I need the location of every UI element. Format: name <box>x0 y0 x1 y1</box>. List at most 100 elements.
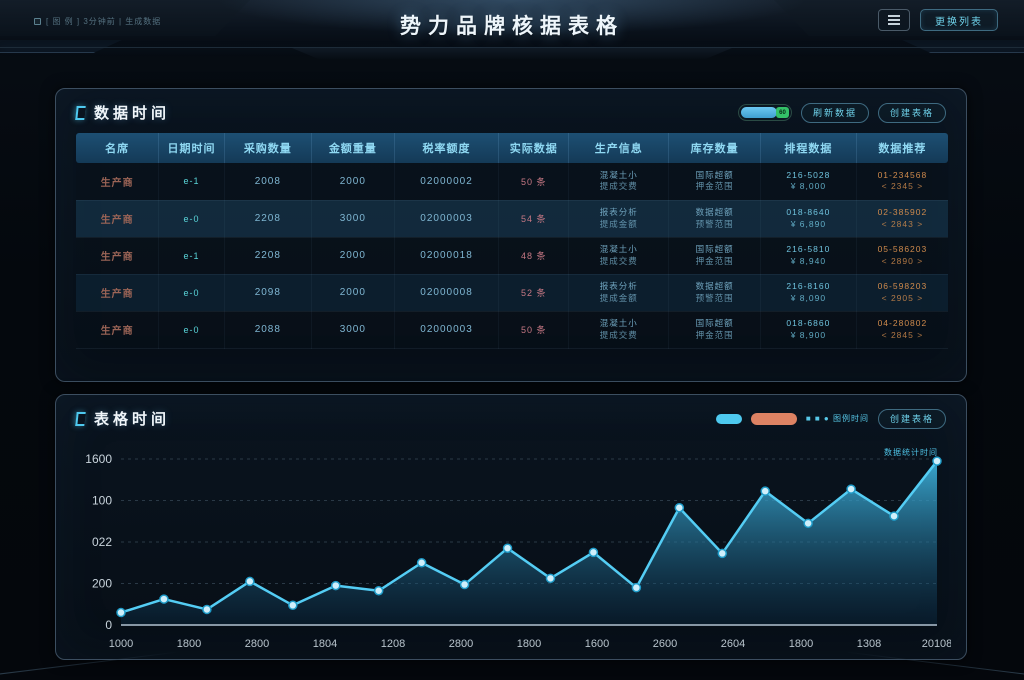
table-cell: 生产商 <box>76 200 160 238</box>
x-tick-label: 2800 <box>449 638 473 650</box>
table-cell: 216-8160 ¥ 8,090 <box>760 274 857 312</box>
x-tick-label: 1208 <box>381 638 405 650</box>
table-cell: 02000008 <box>394 274 500 312</box>
table-row[interactable]: 生产商 e-0 2098 2000 02000008 52 条报表分析 提成金额 数据超额 预警… <box>76 274 948 312</box>
table-cell: 2098 <box>224 274 312 312</box>
chart-create-table-button[interactable]: 创建表格 <box>877 408 946 429</box>
table-cell: 02000002 <box>394 163 500 201</box>
area-fill <box>121 461 937 625</box>
data-point[interactable] <box>631 582 642 593</box>
table-cell: 3000 <box>311 311 395 349</box>
x-tick-label: 20108 <box>922 638 951 650</box>
column-header: 实际数据 <box>498 133 570 163</box>
data-point[interactable] <box>674 503 685 513</box>
data-point[interactable] <box>116 607 126 618</box>
table-cell: 3000 <box>311 200 395 238</box>
table-cell: 04-280802 < 2845 > <box>856 311 948 349</box>
data-point[interactable] <box>717 548 728 559</box>
switch-list-button[interactable]: 更换列表 <box>920 9 998 31</box>
data-point[interactable] <box>288 600 298 611</box>
menu-button[interactable] <box>878 9 910 31</box>
legend-series2-swatch[interactable] <box>750 412 797 425</box>
table-cell: 216-5810 ¥ 8,940 <box>760 237 857 275</box>
table-cell: 国际超额 押金范围 <box>668 311 761 349</box>
data-point[interactable] <box>459 579 470 590</box>
table-cell: 报表分析 提成金额 <box>568 274 670 312</box>
x-tick-label: 2800 <box>245 638 269 650</box>
table-cell: 2208 <box>224 200 312 238</box>
data-point[interactable] <box>803 518 813 529</box>
data-point[interactable] <box>760 486 770 496</box>
create-table-button[interactable]: 创建表格 <box>877 102 946 123</box>
table-cell: 数据超额 预警范围 <box>668 274 761 312</box>
table-cell: 2008 <box>224 163 312 201</box>
x-tick-label: 1804 <box>313 638 337 650</box>
data-table: 名席 日期时间 采购数量 金额重量 税率额度 实际数据 生产信息 库存数量 排程数据 数据推荐 生… <box>76 133 948 349</box>
table-cell: 报表分析 提成金额 <box>568 200 670 238</box>
header-right-deco <box>902 40 1024 53</box>
refresh-data-button[interactable]: 刷新数据 <box>800 102 869 123</box>
data-point[interactable] <box>159 594 169 604</box>
legend-series1-swatch[interactable] <box>715 413 742 424</box>
table-cell: 01-234568 < 2345 > <box>856 163 948 201</box>
table-cell: 数据超额 预警范围 <box>668 200 761 238</box>
column-header: 采购数量 <box>224 133 312 163</box>
table-cell: 混凝土小 提成交费 <box>568 237 670 275</box>
column-header: 税率额度 <box>394 133 500 163</box>
toggle-fill <box>740 107 777 118</box>
data-point[interactable] <box>889 511 899 521</box>
data-point[interactable] <box>373 586 384 596</box>
chart-area: 数据统计时间 0 200 022 100 1600 1000 1800 2800 1804 120… <box>56 445 966 655</box>
table-cell: 2000 <box>311 237 395 275</box>
data-point[interactable] <box>588 547 599 558</box>
table-cell: 48 条 <box>498 237 570 275</box>
x-tick-label: 1308 <box>857 638 881 650</box>
table-cell: 生产商 <box>76 163 160 201</box>
toggle-knob: 60 <box>775 107 789 118</box>
status-dot-icon <box>34 18 41 26</box>
table-cell: 018-6860 ¥ 8,900 <box>760 311 857 349</box>
chart-panel-title: 表格时间 <box>94 411 171 428</box>
x-tick-label: 2604 <box>721 638 745 650</box>
top-header <box>0 0 1024 48</box>
refresh-toggle[interactable]: 60 <box>737 104 792 121</box>
table-cell: 54 条 <box>498 200 570 238</box>
table-cell: e-0 <box>158 274 225 312</box>
data-point[interactable] <box>245 576 255 587</box>
data-point[interactable] <box>932 456 942 466</box>
data-point[interactable] <box>416 558 427 568</box>
data-point[interactable] <box>202 604 212 615</box>
header-meta: [ 图 例 ] 3分钟前 | 生成数据 <box>34 16 161 27</box>
chart-panel: 表格时间 ■ ■ ● 图例时间 创建表格 数据统计时间 0 200 022 100 16… <box>55 394 967 660</box>
table-cell: 生产商 <box>76 274 160 312</box>
table-cell: 2000 <box>311 163 395 201</box>
column-header: 排程数据 <box>760 133 857 163</box>
header-controls: 更换列表 <box>878 9 998 31</box>
data-point[interactable] <box>330 580 341 591</box>
area-chart: 0 200 022 100 1600 1000 1800 2800 1804 1208 2800 18… <box>85 452 951 650</box>
chart-corner-note: 数据统计时间 <box>884 448 938 457</box>
data-point[interactable] <box>846 484 856 494</box>
table-row[interactable]: 生产商 e-0 2088 3000 02000003 50 条混凝土小 提成交费 国际超额 押金… <box>76 311 948 349</box>
table-cell: e-0 <box>158 200 225 238</box>
table-row[interactable]: 生产商 e-1 2208 2000 02000018 48 条混凝土小 提成交费 国际超额 押金… <box>76 237 948 275</box>
table-cell: 02-385902 < 2843 > <box>856 200 948 238</box>
x-tick-label: 2600 <box>653 638 677 650</box>
table-row[interactable]: 生产商 e-1 2008 2000 02000002 50 条混凝土小 提成交费 国际超额 押金… <box>76 163 948 201</box>
column-header: 库存数量 <box>668 133 761 163</box>
x-tick-label: 1800 <box>177 638 201 650</box>
table-body: 生产商 e-1 2008 2000 02000002 50 条混凝土小 提成交费 国际超额 押金… <box>76 163 948 349</box>
column-header: 金额重量 <box>311 133 395 163</box>
data-point[interactable] <box>502 543 513 553</box>
table-cell: 国际超额 押金范围 <box>668 163 761 201</box>
table-cell: 50 条 <box>498 311 570 349</box>
table-panel-title: 数据时间 <box>94 105 171 122</box>
table-cell: 生产商 <box>76 237 160 275</box>
table-row[interactable]: 生产商 e-0 2208 3000 02000003 54 条报表分析 提成金额 数据超额 预警… <box>76 200 948 238</box>
column-header: 日期时间 <box>158 133 225 163</box>
table-cell: 2088 <box>224 311 312 349</box>
x-tick-label: 1000 <box>109 638 133 650</box>
column-header: 数据推荐 <box>856 133 948 163</box>
data-point[interactable] <box>545 573 556 584</box>
